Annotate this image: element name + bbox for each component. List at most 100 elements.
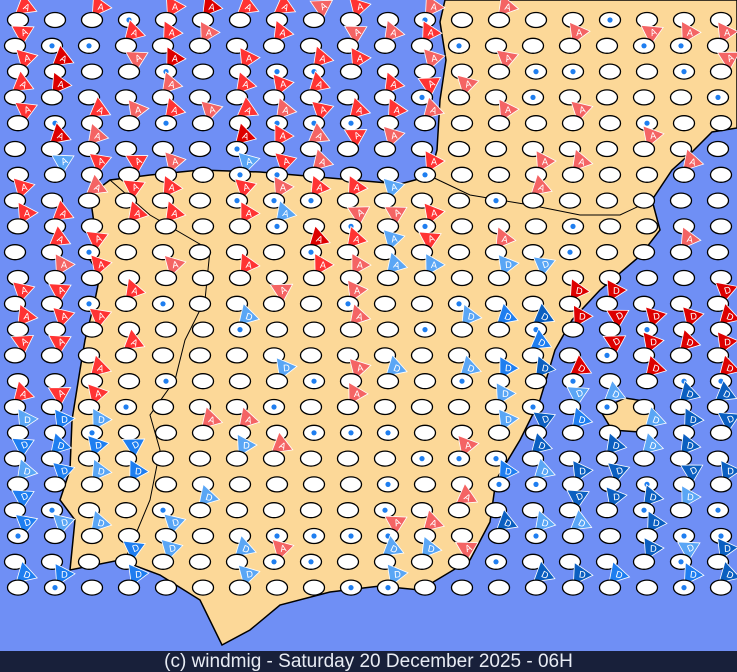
wind-flag-icon: A	[14, 102, 39, 124]
wind-flag-label: A	[314, 131, 325, 143]
wind-flag-label: A	[130, 286, 139, 297]
wind-flag-label: D	[685, 389, 695, 401]
station-ellipse-icon	[339, 476, 363, 493]
station-ellipse-icon	[43, 476, 67, 493]
station: A	[228, 406, 261, 441]
station-ellipse-icon	[447, 398, 471, 416]
station-ellipse-icon	[558, 89, 582, 106]
wind-flag-label: A	[431, 261, 439, 271]
wind-flag-label: A	[319, 105, 328, 116]
station-ellipse-icon	[595, 295, 619, 312]
station-ellipse-icon	[632, 89, 656, 106]
wind-flag-icon: A	[571, 148, 594, 172]
wind-flag-icon: D	[681, 484, 702, 509]
wind-flag-icon: D	[532, 560, 556, 583]
drop-icon	[419, 456, 425, 462]
station-ellipse-icon	[40, 89, 64, 106]
station-ellipse-icon	[3, 347, 27, 364]
station	[336, 502, 360, 519]
station-ellipse-icon	[524, 579, 548, 596]
station-ellipse-icon	[598, 63, 622, 80]
station-ellipse-icon	[413, 115, 437, 132]
station-ellipse-icon	[80, 527, 104, 545]
station-ellipse-icon	[632, 244, 656, 261]
station-ellipse-icon	[598, 166, 622, 183]
wind-flag-label: A	[688, 157, 697, 169]
station: A	[376, 97, 409, 132]
station	[521, 295, 545, 312]
station	[410, 502, 434, 519]
wind-flag-icon: D	[602, 335, 627, 356]
station-ellipse-icon	[154, 218, 178, 235]
station: A	[228, 151, 261, 183]
station	[484, 140, 508, 158]
wind-flag-label: A	[542, 158, 549, 168]
station	[450, 11, 474, 29]
wind-flag-icon: A	[348, 381, 369, 406]
wind-flag-label: D	[466, 364, 476, 376]
station-ellipse-icon	[450, 218, 474, 235]
wind-flag-label: A	[134, 53, 144, 65]
wind-flag-label: D	[24, 416, 31, 426]
station	[669, 192, 693, 209]
wind-flag-label: A	[168, 183, 176, 194]
wind-flag-label: A	[280, 184, 287, 194]
station-ellipse-icon	[191, 269, 215, 287]
wind-flag-label: A	[431, 209, 439, 220]
station: A	[413, 149, 446, 183]
station-ellipse-icon	[632, 553, 656, 570]
wind-flag-label: D	[648, 493, 657, 504]
station	[339, 579, 363, 596]
wind-flag-icon: D	[532, 411, 557, 433]
station-ellipse-icon	[558, 192, 582, 209]
station-ellipse-icon	[80, 11, 104, 29]
wind-flag-icon: A	[314, 252, 335, 277]
station-ellipse-icon	[117, 579, 141, 596]
station-ellipse-icon	[410, 502, 434, 519]
wind-flag-label: A	[356, 261, 364, 272]
wind-flag-label: A	[23, 312, 32, 323]
station-ellipse-icon	[80, 476, 104, 493]
station	[484, 553, 508, 570]
station-ellipse-icon	[191, 424, 215, 441]
station	[299, 502, 323, 519]
wind-flag-label: D	[614, 570, 623, 582]
wind-flag-label: A	[55, 131, 65, 143]
station-ellipse-icon	[6, 476, 30, 493]
station: A	[373, 19, 406, 54]
station	[635, 269, 659, 287]
station-ellipse-icon	[3, 553, 27, 570]
station	[558, 89, 582, 106]
station: D	[225, 534, 257, 570]
station: D	[6, 514, 39, 545]
wind-flag-label: D	[540, 467, 550, 479]
wind-flag-icon: A	[239, 252, 261, 276]
station: A	[154, 0, 187, 29]
station: D	[524, 457, 556, 493]
station: D	[524, 256, 557, 287]
wind-flag-label: D	[504, 467, 512, 478]
station-ellipse-icon	[299, 295, 323, 312]
wind-flag-label: D	[502, 312, 512, 324]
station-ellipse-icon	[43, 166, 67, 183]
station-ellipse-icon	[413, 373, 437, 390]
station: A	[339, 96, 372, 132]
station-ellipse-icon	[265, 476, 289, 493]
station-ellipse-icon	[336, 450, 360, 467]
wind-flag-label: A	[649, 27, 659, 39]
wind-flag-icon: D	[569, 277, 591, 302]
station: D	[672, 561, 705, 596]
drop-icon	[715, 94, 721, 100]
station	[228, 373, 252, 390]
wind-flag-icon: A	[497, 0, 520, 17]
drop-icon	[86, 301, 92, 307]
station: D	[6, 457, 39, 493]
station: A	[114, 277, 147, 312]
wind-flag-icon: A	[235, 70, 258, 95]
drop-icon	[385, 585, 391, 591]
wind-flag-label: A	[465, 441, 473, 452]
wind-flag-label: D	[541, 364, 550, 375]
drop-icon	[678, 43, 684, 49]
wind-flag-icon: A	[88, 95, 112, 118]
wind-flag-icon: A	[238, 406, 261, 430]
